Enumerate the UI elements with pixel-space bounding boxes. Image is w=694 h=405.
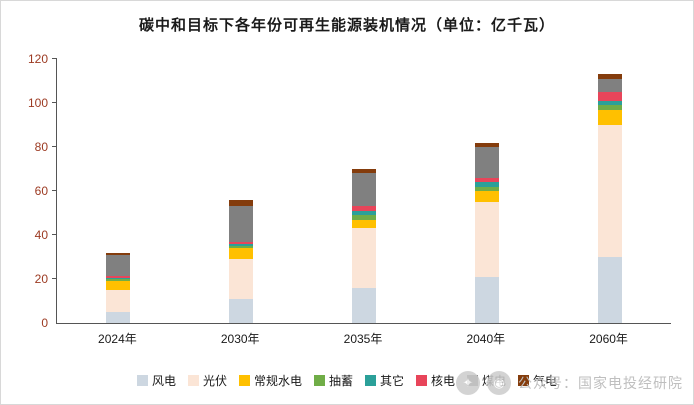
- bar-segment: [229, 199, 254, 207]
- bar-segment: [229, 248, 254, 260]
- bar-segment: [106, 275, 131, 278]
- watermark: ✦ ◉ 公众号：国家电投经研院: [456, 371, 683, 395]
- bar-segment: [597, 74, 622, 79]
- bar-segment: [229, 298, 254, 323]
- bar-segment: [597, 257, 622, 323]
- bar-segment: [351, 228, 376, 288]
- x-axis-labels: 2024年 2030年 2035年 2040年 2060年: [56, 330, 670, 347]
- bar-segment: [351, 173, 376, 207]
- bar-column-2030年: [180, 59, 303, 323]
- legend-item: 核电: [416, 372, 455, 389]
- watermark-logo-icon: ✦: [456, 371, 480, 395]
- legend-item: 抽蓄: [313, 372, 353, 389]
- y-tick-mark: [52, 234, 57, 235]
- stacked-bar: [474, 142, 499, 323]
- bar-segment: [474, 191, 499, 203]
- x-tick-label: 2060年: [589, 332, 628, 346]
- legend-swatch: [136, 375, 148, 386]
- bar-segment: [229, 259, 254, 299]
- bar-column-2035年: [303, 59, 426, 323]
- x-tick-label: 2030年: [220, 332, 260, 346]
- legend-label: 常规水电: [253, 374, 302, 388]
- bar-segment: [229, 246, 254, 249]
- bar-segment: [474, 186, 499, 192]
- legend-label: 抽蓄: [328, 374, 353, 388]
- bar-segment: [106, 277, 131, 280]
- legend-item: 光伏: [187, 372, 227, 389]
- legend-item: 气电: [518, 372, 557, 389]
- bar-segment: [229, 241, 254, 244]
- legend-swatch: [187, 375, 199, 386]
- bar-segment: [351, 206, 376, 211]
- legend-swatch: [313, 375, 325, 386]
- bar-segment: [597, 109, 622, 125]
- legend-swatch: [365, 375, 376, 386]
- y-tick-mark: [52, 278, 57, 279]
- stacked-bar: [597, 74, 622, 323]
- chart-title: 碳中和目标下各年份可再生能源装机情况（单位：亿千瓦）: [138, 17, 555, 34]
- bar-segment: [351, 287, 376, 323]
- bar-segment: [106, 290, 131, 312]
- watermark-text: 公众号：国家电投经研院: [518, 375, 683, 391]
- bar-segment: [351, 210, 376, 216]
- bar-segment: [106, 281, 131, 290]
- legend-label: 光伏: [202, 374, 227, 388]
- x-tick-label: 2035年: [343, 332, 383, 346]
- legend-item: 其它: [365, 372, 404, 389]
- bar-column-2060年: [548, 59, 671, 323]
- bar-segment: [474, 202, 499, 277]
- bar-segment: [474, 177, 499, 183]
- legend-swatch: [416, 375, 428, 386]
- stacked-bar: [351, 169, 376, 323]
- bar-segment: [106, 312, 131, 323]
- y-tick-label: 0: [41, 316, 48, 330]
- bar-segment: [597, 100, 622, 106]
- bar-segment: [106, 252, 131, 255]
- legend-swatch: [518, 375, 530, 386]
- legend-label: 核电: [431, 374, 456, 388]
- y-tick-label: 60: [34, 184, 48, 198]
- bar-segment: [229, 243, 254, 247]
- bar-segment: [106, 254, 131, 276]
- bar-segment: [229, 206, 254, 242]
- bar-column-2024年: [57, 59, 180, 323]
- y-tick-label: 40: [34, 228, 48, 242]
- y-tick-mark: [52, 58, 57, 59]
- y-tick-label: 100: [27, 96, 48, 110]
- bar-segment: [597, 105, 622, 110]
- y-tick-mark: [52, 102, 57, 103]
- legend-label: 其它: [380, 374, 405, 388]
- stacked-bar: [106, 252, 131, 323]
- x-tick-label: 2024年: [98, 332, 137, 346]
- y-tick-label: 20: [34, 272, 48, 286]
- bar-segment: [597, 125, 622, 257]
- legend-label: 风电: [151, 374, 176, 388]
- bar-segment: [474, 147, 499, 178]
- bar-segment: [597, 78, 622, 93]
- bar-segment: [106, 279, 131, 282]
- watermark-badge-icon: ◉: [487, 371, 511, 395]
- legend-item: 风电: [136, 372, 176, 389]
- legend-label: 气电: [533, 374, 558, 388]
- bar-segment: [351, 215, 376, 220]
- bar-segment: [351, 169, 376, 174]
- bar-segment: [474, 276, 499, 323]
- bar-segment: [474, 142, 499, 148]
- legend-swatch: [238, 375, 250, 386]
- x-tick-label: 2040年: [466, 332, 506, 346]
- plot-area: 0 20 40 60 80 100 120: [28, 52, 671, 330]
- y-tick-mark: [52, 146, 57, 147]
- stacked-bar: [229, 199, 254, 323]
- y-tick-mark: [52, 190, 57, 191]
- bars-container: [57, 59, 671, 323]
- bar-segment: [474, 182, 499, 187]
- y-tick-label: 120: [27, 52, 48, 66]
- legend-item: 常规水电: [238, 372, 302, 389]
- bar-segment: [351, 219, 376, 229]
- bar-column-2040年: [425, 59, 548, 323]
- bar-segment: [597, 92, 622, 101]
- y-tick-label: 80: [34, 140, 48, 154]
